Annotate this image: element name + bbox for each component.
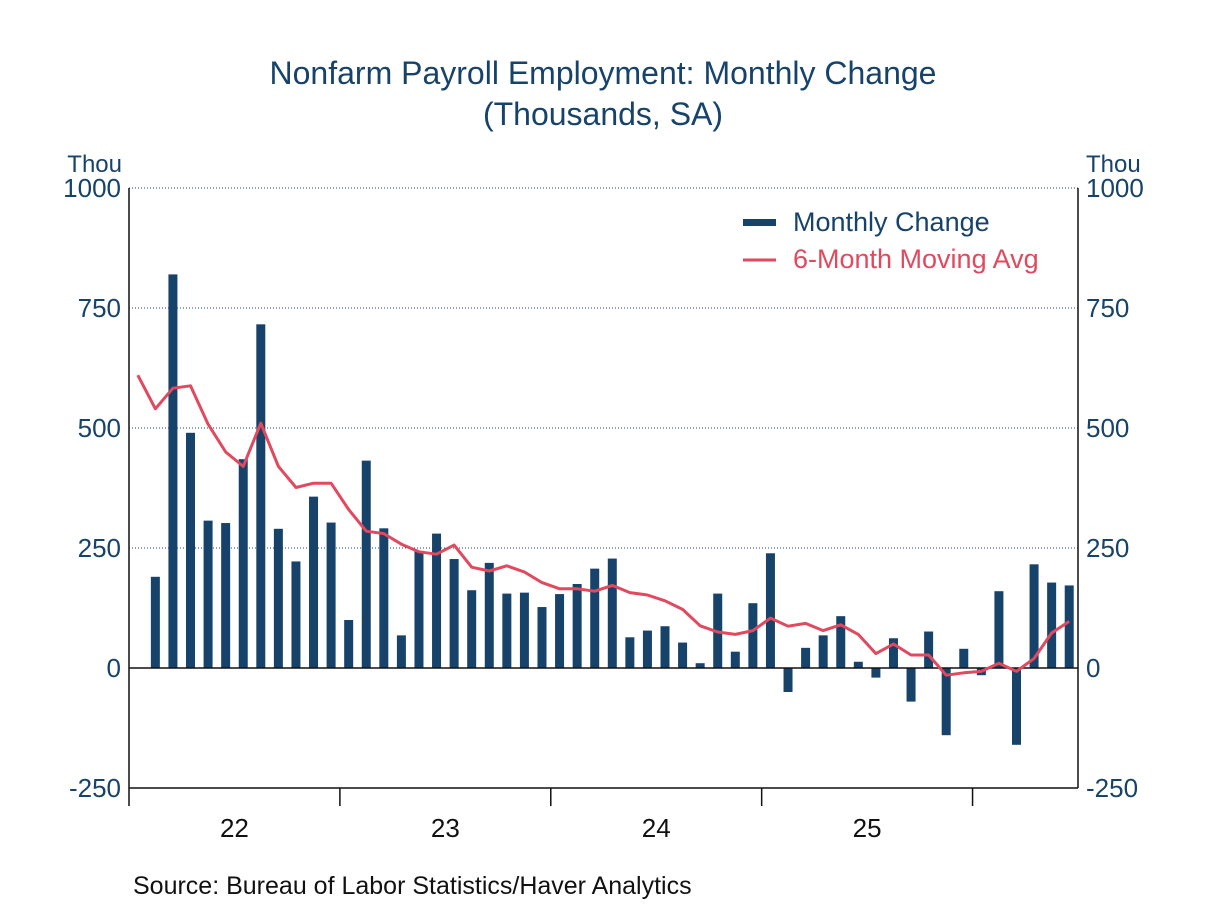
bar — [678, 642, 688, 668]
bar — [537, 607, 547, 668]
bar — [1047, 582, 1057, 668]
legend-label-monthly-change: Monthly Change — [793, 207, 990, 237]
y-tick-label-left: 500 — [78, 413, 121, 443]
bar — [871, 668, 881, 678]
y-tick-label-right: 0 — [1086, 653, 1100, 683]
bar — [449, 559, 459, 668]
chart-subtitle: (Thousands, SA) — [483, 96, 723, 132]
legend: Monthly Change 6-Month Moving Avg — [743, 207, 1039, 274]
bar — [994, 591, 1004, 668]
bar — [783, 668, 793, 692]
bar — [625, 637, 635, 668]
y-unit-left: Thou — [67, 151, 122, 178]
bar — [818, 635, 828, 668]
bar — [1029, 564, 1039, 668]
bar — [941, 668, 951, 736]
y-tick-label-left: 250 — [78, 533, 121, 563]
bar — [765, 553, 775, 668]
bar — [572, 584, 582, 668]
axes — [128, 188, 1079, 806]
legend-bar-swatch — [743, 219, 776, 226]
bar — [238, 459, 248, 668]
y-tick-label-left: 750 — [78, 293, 121, 323]
bar — [888, 638, 898, 668]
legend-label-moving-avg: 6-Month Moving Avg — [793, 244, 1039, 274]
bar — [414, 550, 424, 668]
bar — [642, 630, 652, 668]
bar — [432, 533, 442, 668]
bar — [959, 648, 969, 668]
bar — [1064, 585, 1074, 668]
bar — [467, 590, 477, 668]
bar — [695, 663, 705, 668]
bar — [309, 496, 319, 668]
y-tick-label-right: 750 — [1086, 293, 1129, 323]
y-axis-left-ticks: 1000 750 500 250 0 -250 — [63, 173, 121, 803]
bar — [853, 661, 863, 668]
bar — [484, 562, 494, 668]
grid-lines — [129, 187, 1078, 549]
bar — [590, 568, 600, 668]
x-tick-label: 22 — [220, 813, 249, 843]
x-tick-label: 24 — [642, 813, 671, 843]
bar — [379, 528, 389, 668]
bar — [221, 523, 231, 668]
bar — [150, 576, 160, 668]
y-unit-right: Thou — [1086, 151, 1141, 178]
x-axis-labels: 22 23 24 25 — [220, 813, 882, 843]
moving-avg-line — [136, 374, 1071, 677]
bar — [168, 274, 178, 668]
line-series-moving-avg — [136, 374, 1071, 677]
bar — [344, 620, 354, 668]
bar — [326, 522, 336, 668]
bar — [396, 635, 406, 668]
y-tick-label-left: 1000 — [63, 173, 121, 203]
y-tick-label-left: -250 — [69, 773, 121, 803]
y-axis-right-ticks: 1000 750 500 250 0 -250 — [1086, 173, 1144, 803]
bar — [924, 631, 934, 668]
bar — [906, 668, 916, 702]
bar-series-monthly-change — [150, 274, 1074, 745]
bar — [836, 616, 846, 668]
bar — [660, 626, 670, 668]
bar — [519, 592, 529, 668]
bar — [1011, 668, 1021, 745]
y-tick-label-right: 250 — [1086, 533, 1129, 563]
x-tick-label: 23 — [431, 813, 460, 843]
bar — [291, 561, 301, 668]
bar — [256, 324, 266, 668]
y-tick-label-right: 1000 — [1086, 173, 1144, 203]
bar — [502, 593, 512, 668]
y-tick-label-right: -250 — [1086, 773, 1138, 803]
bar — [203, 520, 213, 668]
bar — [273, 528, 283, 668]
chart-title: Nonfarm Payroll Employment: Monthly Chan… — [270, 55, 937, 91]
y-tick-label-left: 0 — [107, 653, 121, 683]
source-note: Source: Bureau of Labor Statistics/Haver… — [133, 872, 692, 900]
bar — [607, 558, 617, 668]
bar — [801, 647, 811, 668]
x-tick-label: 25 — [853, 813, 882, 843]
bar — [361, 460, 371, 668]
bar — [186, 432, 196, 668]
bar — [555, 594, 565, 668]
bar — [730, 651, 740, 668]
bar — [748, 603, 758, 668]
y-tick-label-right: 500 — [1086, 413, 1129, 443]
